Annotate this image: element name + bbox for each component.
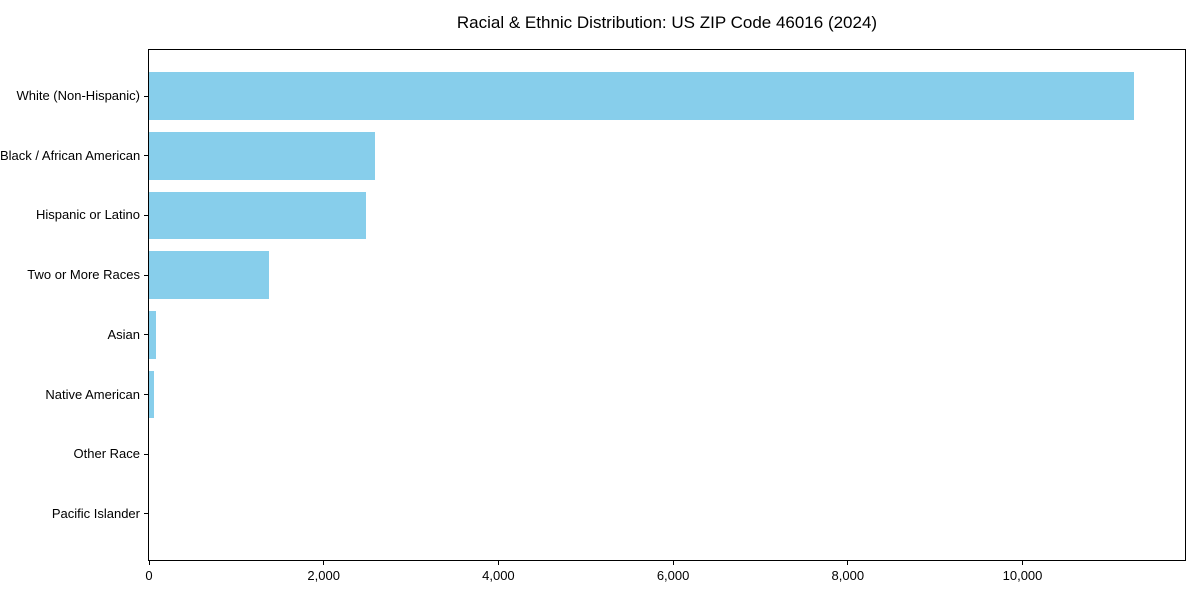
x-tick-label: 0 — [145, 568, 153, 583]
y-axis-tick — [144, 155, 148, 157]
y-tick-label: Native American — [45, 386, 140, 402]
x-tick-label: 6,000 — [656, 568, 690, 583]
x-tick-label: 8,000 — [831, 568, 865, 583]
x-tick-label: 2,000 — [307, 568, 340, 583]
y-tick-label: Black / African American — [0, 147, 141, 163]
x-axis-tick — [1022, 561, 1024, 565]
y-axis-tick — [144, 95, 148, 97]
y-axis-tick — [144, 214, 148, 216]
bar-hispanic-or-latino — [149, 191, 366, 240]
chart-title: Racial & Ethnic Distribution: US ZIP Cod… — [456, 13, 878, 32]
x-axis-tick — [497, 561, 499, 565]
bar-native-american — [149, 370, 154, 419]
y-axis-tick — [144, 274, 148, 276]
bar-two-or-more-races — [149, 251, 269, 300]
x-axis-tick — [672, 561, 674, 565]
x-tick-label: 4,000 — [482, 568, 515, 583]
y-axis-tick — [144, 334, 148, 336]
x-axis-tick — [323, 561, 325, 565]
y-tick-label: Two or More Races — [27, 267, 140, 283]
x-axis-tick — [148, 561, 150, 565]
y-tick-label: Hispanic or Latino — [35, 207, 140, 223]
bar-black-african-american — [149, 131, 376, 180]
y-tick-label: White (Non-Hispanic) — [16, 88, 140, 104]
y-axis-tick — [144, 513, 148, 515]
plot-area — [148, 49, 1186, 561]
y-tick-label: Pacific Islander — [51, 505, 140, 521]
x-tick-label: 10,000 — [1002, 568, 1043, 583]
bar-asian — [149, 310, 156, 359]
bar-white-non-hispanic — [149, 72, 1135, 120]
y-tick-label: Other Race — [73, 446, 140, 462]
y-tick-label: Asian — [107, 326, 140, 342]
y-axis-tick — [144, 394, 148, 395]
x-axis-tick — [847, 561, 849, 565]
y-axis-tick — [144, 453, 148, 455]
